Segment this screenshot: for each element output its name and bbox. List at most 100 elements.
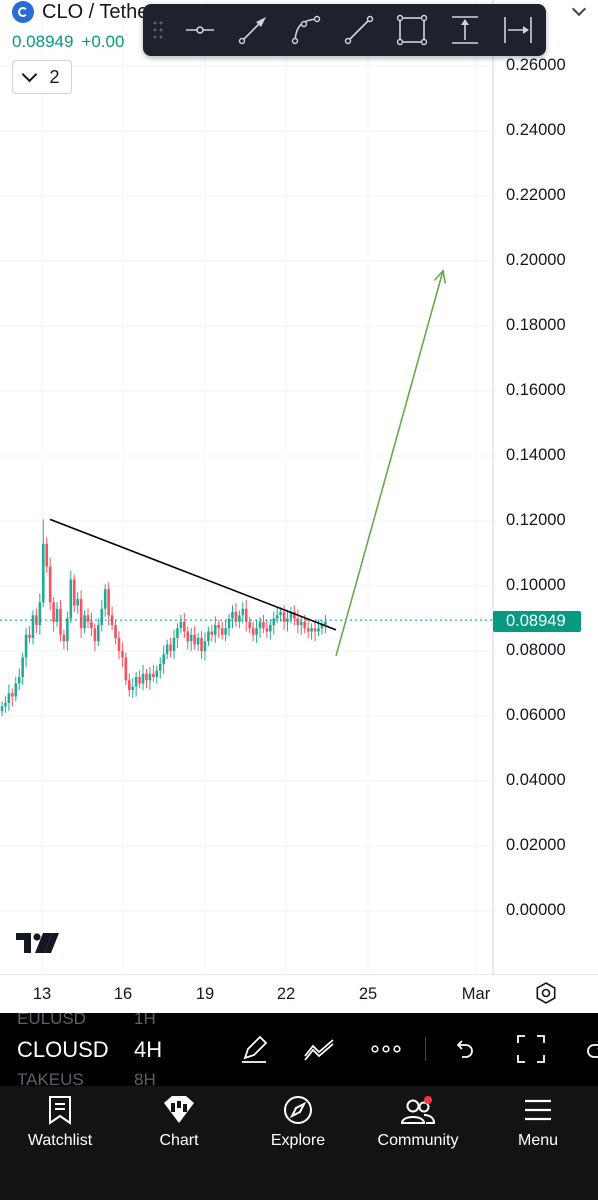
projection-arrow-drawing[interactable] (335, 268, 447, 657)
candle-body (241, 608, 245, 616)
candle-body (310, 628, 313, 632)
candle-body (220, 628, 224, 635)
symbol-picker-prev: EULUSD (17, 1013, 86, 1028)
candle-body (244, 608, 248, 622)
candle-body (272, 618, 276, 625)
candle-body (320, 625, 324, 629)
candle-body (14, 683, 18, 697)
candlestick-series (0, 519, 327, 716)
compass-icon (282, 1094, 314, 1126)
nav-label: Watchlist (27, 1132, 93, 1149)
date-range-icon[interactable] (491, 4, 544, 56)
candle-body (52, 602, 55, 622)
candle-body (324, 621, 327, 625)
menu-icon (524, 1094, 552, 1126)
candle-body (83, 615, 86, 629)
trend-line-drawing[interactable] (49, 518, 337, 631)
candle-body (41, 543, 45, 603)
candle-body (100, 608, 104, 625)
toolbar-divider (425, 1037, 426, 1061)
time-axis[interactable]: 13 16 19 22 25 Mar (0, 975, 598, 1013)
candle-body (24, 634, 28, 658)
time-axis-label: 13 (32, 985, 52, 1003)
price-axis-label: 0.22000 (506, 186, 566, 204)
price-axis-label: 0.06000 (506, 706, 566, 724)
more-options-icon[interactable] (368, 1031, 404, 1067)
drawing-pen-icon[interactable] (236, 1031, 272, 1067)
arrow-shaft (335, 270, 444, 657)
candle-body (193, 634, 196, 645)
symbol-picker[interactable]: CLOUSD (17, 1037, 109, 1062)
redo-icon[interactable] (578, 1031, 598, 1067)
candle-body (306, 628, 310, 632)
arrow-icon[interactable] (226, 4, 279, 56)
price-range-icon[interactable] (438, 4, 491, 56)
nav-item-explore[interactable]: Explore (248, 1086, 348, 1200)
coin-logo-icon (12, 1, 34, 23)
price-axis-label: 0.14000 (506, 446, 566, 464)
time-axis-label: 16 (113, 985, 133, 1003)
candle-body (155, 670, 159, 677)
chart-settings-icon[interactable] (533, 980, 559, 1006)
candle-body (203, 641, 207, 651)
candle-body (282, 612, 286, 622)
candle-body (269, 625, 272, 632)
candle-body (234, 612, 238, 622)
nav-item-menu[interactable]: Menu (488, 1086, 588, 1200)
drawing-toolbar (143, 4, 546, 56)
candle-body (134, 677, 138, 687)
candle-body (127, 680, 131, 690)
candle-body (76, 599, 79, 606)
indicators-toggle-button[interactable]: 2 (12, 60, 72, 94)
interval-picker[interactable]: 4H (134, 1037, 163, 1062)
price-axis-label: 0.20000 (506, 251, 566, 269)
drag-handle-icon[interactable] (143, 4, 173, 56)
nav-label: Community (377, 1132, 459, 1149)
candle-body (141, 673, 145, 684)
candle-body (0, 706, 4, 712)
trend-line-icon[interactable] (332, 4, 385, 56)
fullscreen-icon[interactable] (513, 1031, 549, 1067)
arrow-head (433, 268, 447, 284)
undo-icon[interactable] (446, 1031, 482, 1067)
candle-body (176, 628, 179, 638)
current-price-label: 0.08949 (493, 611, 581, 632)
candle-body (183, 621, 186, 632)
curve-icon[interactable] (279, 4, 332, 56)
candle-body (110, 615, 114, 625)
nav-item-watchlist[interactable]: Watchlist (10, 1086, 110, 1200)
candle-body (258, 621, 262, 629)
candle-body (299, 621, 303, 625)
price-axis[interactable]: 0.26000 0.24000 0.22000 0.20000 0.18000 0.160… (493, 0, 598, 975)
nav-label: Chart (159, 1132, 199, 1149)
chart-area[interactable] (0, 0, 598, 975)
candle-body (227, 618, 231, 629)
nav-item-chart[interactable]: Chart (129, 1086, 229, 1200)
time-axis-label: 19 (195, 985, 215, 1003)
horizontal-line-icon[interactable] (173, 4, 226, 56)
nav-label: Menu (517, 1132, 559, 1149)
interval-picker-prev: 1H (134, 1013, 156, 1028)
rectangle-icon[interactable] (385, 4, 438, 56)
candle-body (107, 589, 110, 616)
interval-picker-next: 8H (134, 1070, 156, 1086)
candle-body (59, 608, 62, 635)
nav-item-community[interactable]: Community (364, 1086, 472, 1200)
candle-body (238, 615, 241, 622)
candle-body (186, 631, 190, 642)
price-row: 0.08949 +0.00 (12, 32, 132, 52)
drawing-tools-icon[interactable] (301, 1031, 337, 1067)
candle-body (31, 615, 35, 638)
candle-body (21, 657, 24, 677)
candle-body (251, 628, 255, 635)
candle-body (45, 543, 49, 567)
candle-body (262, 621, 265, 629)
candle-body (158, 664, 162, 671)
time-axis-label: 25 (358, 985, 378, 1003)
candle-body (131, 686, 135, 690)
price-axis-label: 0.26000 (506, 56, 566, 74)
candle-body (279, 612, 282, 616)
candle-body (90, 621, 93, 629)
nav-label: Explore (270, 1132, 326, 1149)
price-axis-label: 0.04000 (506, 771, 566, 789)
